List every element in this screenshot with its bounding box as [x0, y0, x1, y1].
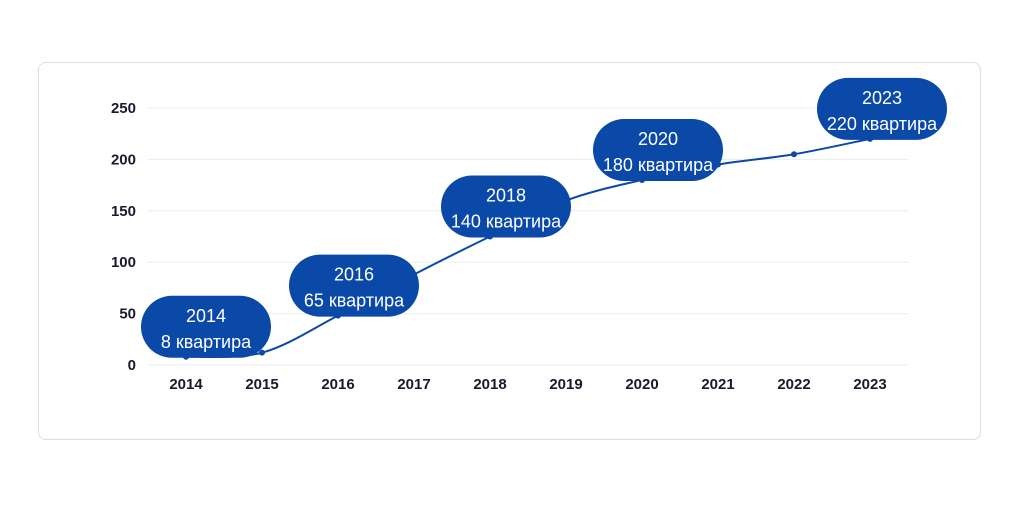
- y-tick-label: 250: [111, 100, 136, 117]
- series-line: [185, 137, 871, 359]
- x-tick-label: 2017: [397, 376, 430, 393]
- annotation-year: 2023: [862, 88, 902, 108]
- gridlines: [148, 107, 908, 366]
- y-tick-label: 200: [111, 151, 136, 168]
- series-line-group: [183, 135, 873, 360]
- bubble-background: [141, 295, 271, 358]
- bubble-background: [817, 77, 947, 140]
- x-tick-label: 2020: [625, 376, 658, 393]
- annotation-bubble: 2023 220 квартира: [817, 77, 947, 140]
- y-axis: 0 50 100 150 200 250: [111, 100, 136, 374]
- x-tick-label: 2016: [321, 376, 354, 393]
- annotation-year: 2018: [486, 186, 526, 206]
- y-tick-label: 150: [111, 203, 136, 220]
- annotation-bubble: 2014 8 квартира: [141, 295, 271, 358]
- annotation-text: 180 квартира: [603, 155, 714, 175]
- x-tick-label: 2021: [701, 376, 734, 393]
- data-point: [259, 349, 265, 356]
- annotation-bubble: 2016 65 квартира: [289, 254, 419, 317]
- y-tick-label: 50: [119, 306, 136, 323]
- annotation-year: 2014: [186, 306, 226, 326]
- annotation-text: 220 квартира: [827, 114, 938, 134]
- annotation-year: 2016: [334, 265, 374, 285]
- bubble-background: [593, 118, 723, 181]
- annotation-year: 2020: [638, 129, 678, 149]
- x-tick-label: 2014: [169, 376, 203, 393]
- annotation-bubble: 2018 140 квартира: [441, 175, 571, 238]
- annotation-text: 8 квартира: [161, 332, 252, 352]
- x-tick-label: 2018: [473, 376, 506, 393]
- annotation-text: 65 квартира: [304, 291, 405, 311]
- x-tick-label: 2022: [777, 376, 810, 393]
- data-point: [791, 151, 797, 158]
- y-tick-label: 100: [111, 254, 136, 271]
- x-axis: 2014 2015 2016 2017 2018 2019 2020 2021 2022 2023: [169, 376, 886, 393]
- x-tick-label: 2023: [853, 376, 886, 393]
- bubble-background: [289, 254, 419, 317]
- x-tick-label: 2015: [245, 376, 278, 393]
- annotation-bubble: 2020 180 квартира: [593, 118, 723, 181]
- x-tick-label: 2019: [549, 376, 582, 393]
- y-tick-label: 0: [128, 357, 136, 374]
- annotation-bubbles: 2014 8 квартира 2016 65 квартира 2018 140 ква…: [141, 77, 947, 358]
- annotation-text: 140 квартира: [451, 212, 562, 232]
- bubble-background: [441, 175, 571, 238]
